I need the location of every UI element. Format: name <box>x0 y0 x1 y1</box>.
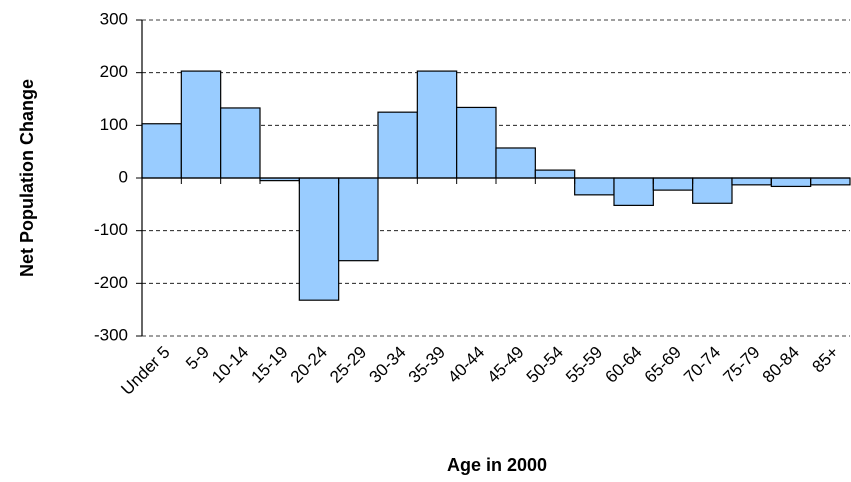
y-tick-label: 100 <box>100 115 128 134</box>
y-tick-label: 0 <box>119 167 128 186</box>
x-tick-label: 20-24 <box>287 343 331 387</box>
bar <box>456 106 497 179</box>
x-tick-label: 55-59 <box>562 343 606 387</box>
x-tick-label: 30-34 <box>365 343 409 387</box>
bar <box>298 177 340 301</box>
bar <box>338 177 379 262</box>
bar <box>180 70 222 179</box>
bar <box>495 147 536 179</box>
bar <box>731 177 772 186</box>
x-tick-label: 25-29 <box>326 343 370 387</box>
x-tick-label: 60-64 <box>601 343 645 387</box>
x-tick-label: 45-49 <box>483 343 527 387</box>
y-tick-label: 300 <box>100 9 128 28</box>
x-tick-label: 5-9 <box>182 343 213 374</box>
x-tick-label: 15-19 <box>247 343 291 387</box>
bar <box>613 177 654 206</box>
y-tick-label: 200 <box>100 62 128 81</box>
x-tick-label: 35-39 <box>405 343 449 387</box>
bar <box>141 123 182 179</box>
bar <box>574 177 615 196</box>
x-tick-label: 65-69 <box>641 343 685 387</box>
bar <box>416 70 458 179</box>
x-tick-label: 70-74 <box>680 343 724 387</box>
bar <box>770 177 812 188</box>
y-tick-label: -300 <box>94 325 128 344</box>
bar <box>377 111 418 179</box>
bar <box>810 177 851 186</box>
bar <box>534 169 576 179</box>
x-axis-title: Age in 2000 <box>447 455 547 475</box>
bar <box>220 107 261 179</box>
bar <box>652 177 694 191</box>
y-tick-label: -100 <box>94 220 128 239</box>
x-tick-label: 80-84 <box>759 343 803 387</box>
x-tick-label: 40-44 <box>444 343 488 387</box>
x-tick-label: 75-79 <box>719 343 763 387</box>
x-tick-label: 10-14 <box>208 343 252 387</box>
x-tick-label: 85+ <box>809 343 843 377</box>
x-tick-label: Under 5 <box>117 343 173 399</box>
bar <box>692 177 733 204</box>
y-axis-title: Net Population Change <box>17 79 37 277</box>
x-tick-label: 50-54 <box>523 343 567 387</box>
y-tick-label: -200 <box>94 273 128 292</box>
